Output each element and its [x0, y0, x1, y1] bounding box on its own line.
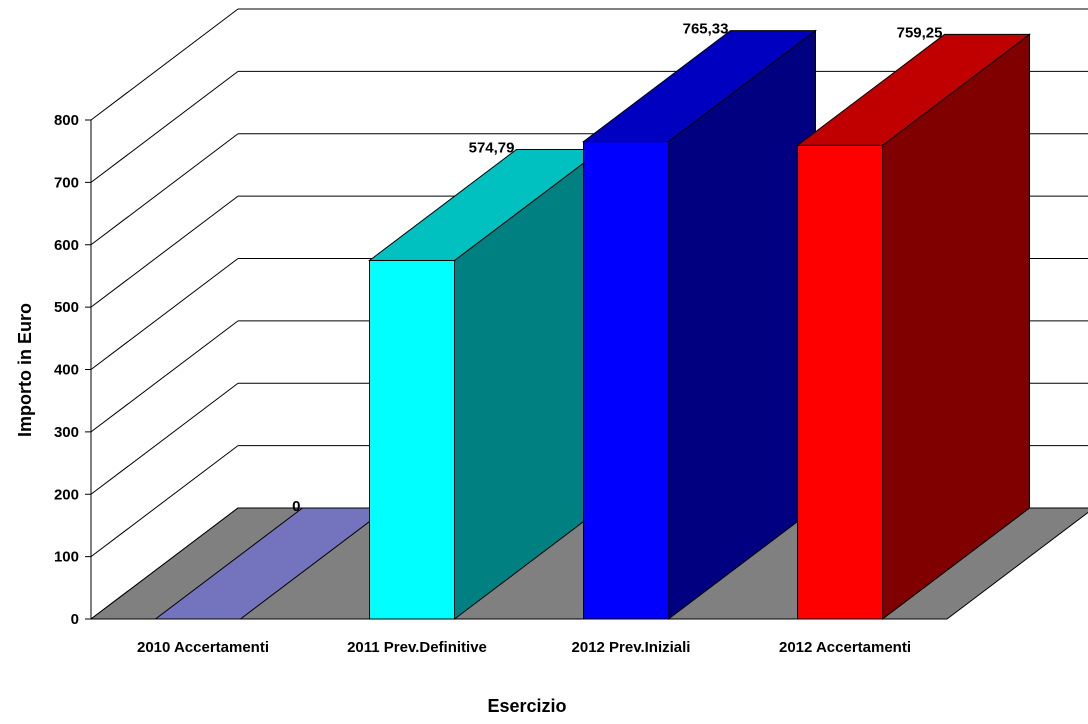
- gridline-side-1: [90, 445, 239, 558]
- data-label-0: 0: [292, 498, 300, 515]
- y-tick-label-6: 600: [54, 237, 79, 254]
- gridline-side-8: [90, 8, 239, 121]
- y-tick-label-7: 700: [54, 174, 79, 191]
- data-label-1: 574,79: [469, 139, 515, 156]
- x-tick-label-3: 2012 Accertamenti: [779, 639, 911, 656]
- bar-1: 574,79: [368, 139, 603, 621]
- x-tick-label-1: 2011 Prev.Definitive: [347, 639, 487, 656]
- gridline-side-5: [90, 195, 239, 308]
- x-tick-label-2: 2012 Prev.Iniziali: [572, 639, 691, 656]
- y-tick-label-2: 200: [54, 486, 79, 503]
- x-axis: 2010 Accertamenti 2011 Prev.Definitive 201…: [137, 639, 911, 656]
- y-tick-label-3: 300: [54, 424, 79, 441]
- bars: 0 574,79 765,33 759,25: [154, 21, 1031, 621]
- gridline-side-3: [90, 320, 239, 433]
- y-tick-label-5: 500: [54, 299, 79, 316]
- bar-front-1: [369, 259, 455, 620]
- y-tick-label-4: 400: [54, 362, 79, 379]
- data-label-3: 759,25: [897, 24, 943, 41]
- gridline-side-2: [90, 382, 239, 495]
- x-tick-label-0: 2010 Accertamenti: [137, 639, 269, 656]
- y-tick-label-1: 100: [54, 549, 79, 566]
- bar-front-2: [583, 141, 669, 620]
- x-axis-title: Esercizio: [487, 696, 566, 716]
- y-axis: 0 100 200 300 400 500 600 700 800: [54, 112, 92, 628]
- bar-3: 759,25: [796, 24, 1031, 621]
- data-label-2: 765,33: [683, 21, 729, 38]
- bar-front-3: [797, 144, 883, 620]
- y-tick-label-8: 800: [54, 112, 79, 129]
- gridline-side-6: [90, 133, 239, 246]
- gridline-side-7: [90, 70, 239, 183]
- bar-2: 765,33: [582, 21, 817, 621]
- gridline-side-4: [90, 258, 239, 370]
- y-axis-title: Importo in Euro: [15, 303, 35, 437]
- y-tick-label-0: 0: [71, 611, 79, 628]
